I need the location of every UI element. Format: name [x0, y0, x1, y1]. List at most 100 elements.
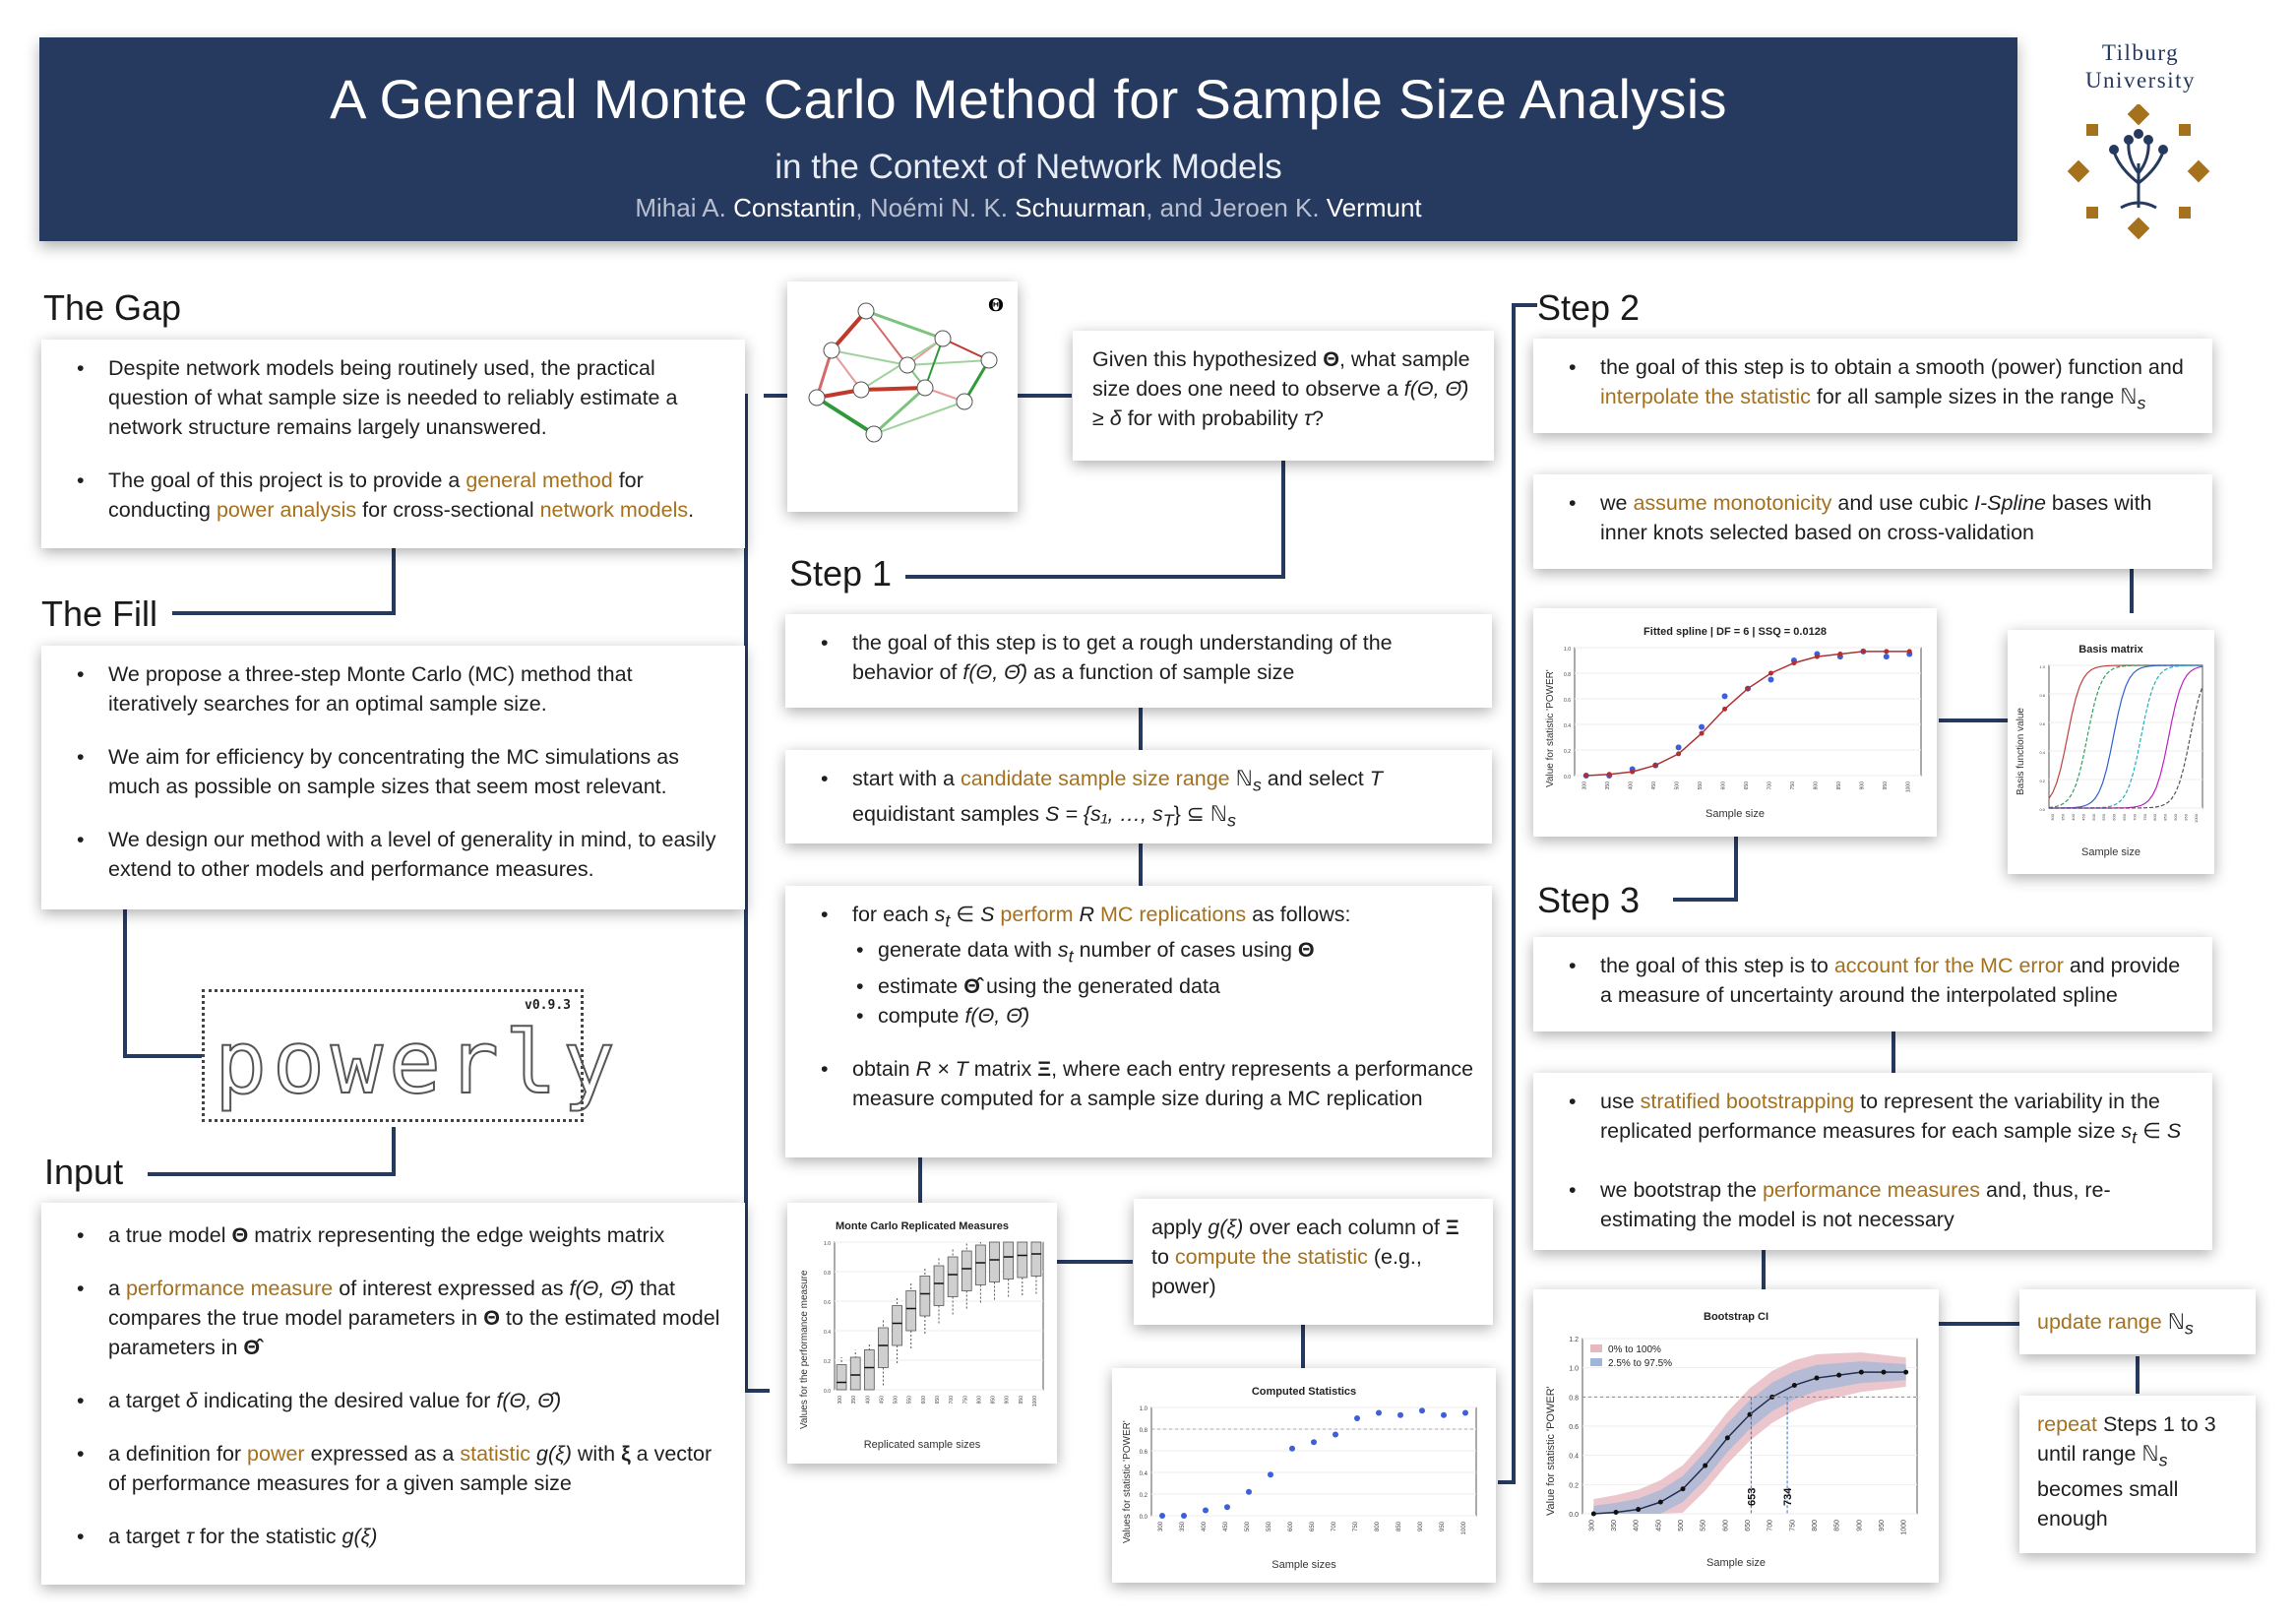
x-tick-label: 300: [1582, 781, 1588, 790]
legend-label: 0% to 100%: [1608, 1344, 1661, 1355]
x-tick-label: 500: [1678, 1520, 1685, 1531]
x-tick-label: 850: [991, 1396, 997, 1405]
y-tick-label: 0.2: [824, 1359, 831, 1365]
data-point: [1590, 1511, 1596, 1517]
legend-swatch: [1590, 1358, 1602, 1366]
fitted-point: [1814, 654, 1820, 659]
data-point: [1311, 1439, 1317, 1446]
apply-card: apply g(ξ) over each column of Ξ to comp…: [1134, 1199, 1493, 1325]
input-item: a performance measure of interest expres…: [59, 1274, 727, 1362]
box: [878, 1327, 889, 1368]
x-tick-label: 650: [1744, 781, 1750, 790]
fill-item: We propose a three-step Monte Carlo (MC)…: [59, 659, 727, 718]
mc-title: Monte Carlo Replicated Measures: [835, 1220, 1010, 1232]
input-item: a true model Θ matrix representing the e…: [59, 1220, 727, 1250]
box: [836, 1364, 847, 1391]
observed-point: [1883, 654, 1890, 660]
x-tick-label: 700: [2132, 813, 2137, 820]
x-tick-label: 900: [1005, 1396, 1011, 1405]
spline-title: Fitted spline | DF = 6 | SSQ = 0.0128: [1644, 626, 1827, 638]
update-card: update range ℕs: [2019, 1289, 2256, 1354]
x-tick-label: 800: [2152, 813, 2157, 820]
poster-subtitle: in the Context of Network Models: [775, 148, 1282, 186]
x-tick-label: 700: [1767, 781, 1772, 790]
box: [1003, 1241, 1015, 1280]
x-tick-label: 950: [1019, 1396, 1024, 1405]
computed-stats-figure: Computed Statistics Values for statistic…: [1112, 1368, 1496, 1583]
y-tick-label: 0.0: [1569, 1512, 1579, 1519]
fill-item: We aim for efficiency by concentrating t…: [59, 742, 727, 801]
x-tick-label: 900: [1418, 1521, 1424, 1531]
basis-curve: [2049, 686, 2203, 809]
step1-card-3: for each st ∈ S perform R MC replication…: [785, 886, 1492, 1157]
box: [1017, 1241, 1028, 1279]
x-tick-label: 850: [1396, 1521, 1402, 1531]
y-tick-label: 0.2: [1140, 1493, 1148, 1499]
y-tick-label: 0.4: [1140, 1471, 1148, 1477]
x-tick-label: 700: [1332, 1521, 1337, 1531]
data-point: [1657, 1499, 1663, 1505]
fitted-point: [1860, 649, 1866, 655]
powerly-word: powerly: [214, 1012, 621, 1113]
y-tick-label: 0.6: [1140, 1450, 1148, 1456]
x-tick-label: 500: [2091, 813, 2096, 820]
x-tick-label: 600: [1288, 1521, 1294, 1531]
x-tick-label: 550: [1267, 1521, 1272, 1531]
spline-xlabel: Sample size: [1706, 808, 1765, 820]
x-tick-label: 750: [2142, 813, 2147, 820]
y-tick-label: 1.0: [2039, 664, 2045, 669]
cs-scatter: 0.0 0.2 0.4 0.6 0.8 1.0 300 350 400 450 500 550 600 6…: [1140, 1406, 1477, 1534]
repeat-card: repeat Steps 1 to 3 until range ℕs becom…: [2019, 1396, 2256, 1553]
network-graph: Θ: [808, 295, 1004, 443]
data-point: [1703, 1463, 1708, 1468]
x-tick-label: 950: [1440, 1521, 1446, 1531]
legend-label: 2.5% to 97.5%: [1608, 1358, 1672, 1369]
data-point: [1419, 1407, 1425, 1414]
box: [919, 1276, 931, 1317]
x-tick-label: 350: [2061, 813, 2066, 820]
input-heading: Input: [44, 1152, 124, 1193]
input-item: a target δ indicating the desired value …: [59, 1386, 727, 1415]
x-tick-label: 500: [894, 1396, 899, 1405]
data-point: [1333, 1431, 1338, 1438]
x-tick-label: 700: [1768, 1520, 1774, 1531]
x-tick-label: 1000: [1461, 1521, 1467, 1534]
x-tick-label: 450: [879, 1396, 885, 1405]
bootstrap-figure: Bootstrap CI Value for statistic 'POWER'…: [1533, 1289, 1939, 1583]
x-tick-label: 1000: [2194, 813, 2199, 823]
gap-heading: The Gap: [43, 287, 182, 329]
x-tick-label: 550: [1698, 781, 1704, 790]
x-tick-label: 600: [1722, 1520, 1729, 1531]
basis-xlabel: Sample size: [2081, 846, 2140, 858]
cs-title: Computed Statistics: [1251, 1386, 1357, 1398]
y-tick-label: 0.0: [2039, 807, 2045, 812]
data-point: [1397, 1411, 1403, 1418]
x-tick-label: 450: [2080, 813, 2085, 820]
x-tick-label: 750: [1789, 1520, 1796, 1531]
fitted-point: [1676, 751, 1682, 757]
x-tick-label: 750: [1790, 781, 1796, 790]
fitted-point: [1652, 763, 1658, 769]
x-tick-label: 650: [2122, 813, 2127, 820]
fitted-point: [1837, 652, 1843, 656]
x-tick-label: 550: [1701, 1520, 1707, 1531]
y-tick-label: 0.4: [1564, 723, 1571, 729]
poster-header: A General Monte Carlo Method for Sample …: [39, 37, 2017, 241]
data-point: [1814, 1375, 1820, 1381]
box: [933, 1265, 945, 1306]
x-tick-label: 850: [1834, 1520, 1841, 1531]
step1-card-1: the goal of this step is to get a rough …: [785, 614, 1492, 708]
cs-xlabel: Sample sizes: [1272, 1559, 1336, 1571]
x-tick-label: 300: [2050, 813, 2055, 820]
data-point: [1268, 1471, 1273, 1478]
y-tick-label: 0.0: [1140, 1515, 1148, 1521]
x-tick-label: 500: [1245, 1521, 1251, 1531]
y-tick-label: 0.6: [824, 1300, 831, 1306]
spline-plot: 0.0 0.2 0.4 0.6 0.8 1.0 300 350 400 450 500 550 600 6…: [1564, 647, 1922, 792]
x-tick-label: 650: [1745, 1520, 1752, 1531]
powerly-version: v0.9.3: [525, 998, 571, 1013]
x-tick-label: 400: [1634, 1520, 1641, 1531]
y-tick-label: 0.4: [2039, 750, 2045, 755]
data-point: [1159, 1513, 1165, 1519]
gap-item: Despite network models being routinely u…: [59, 353, 727, 442]
